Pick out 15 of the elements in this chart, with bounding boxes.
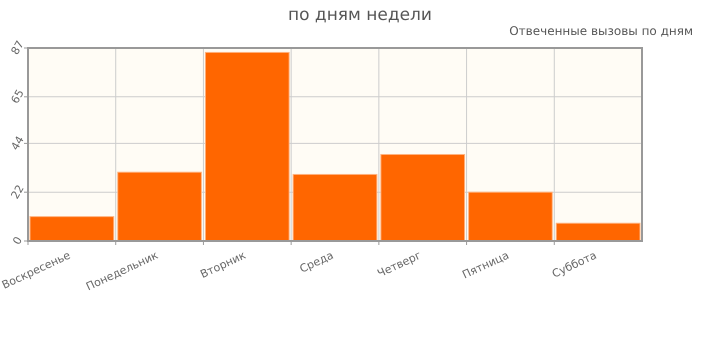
chart-subtitle: Отвеченные вызовы по дням	[509, 24, 693, 38]
bar	[30, 216, 114, 242]
bar	[204, 52, 290, 242]
y-tick-label: 87	[8, 38, 27, 58]
y-tick-label: 22	[8, 182, 27, 202]
chart-title: по дням недели	[288, 5, 432, 25]
bar	[556, 222, 640, 242]
bar	[468, 192, 553, 242]
y-tick-label: 44	[8, 134, 27, 152]
y-tick-label: 65	[8, 87, 27, 106]
x-tick-label: Среда	[298, 248, 336, 276]
y-tick-label: 0	[10, 234, 25, 248]
bar	[117, 172, 202, 242]
bar	[380, 154, 466, 242]
bar	[292, 174, 378, 242]
